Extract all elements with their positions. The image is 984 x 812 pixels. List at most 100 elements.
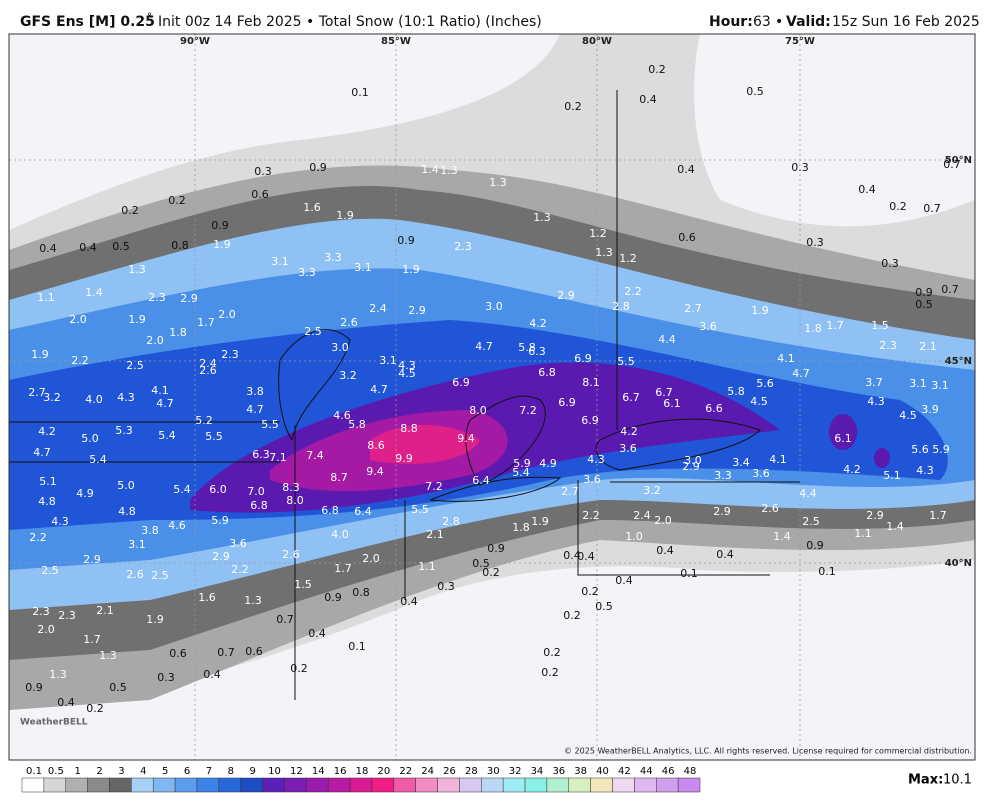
snow-total-label: 3.2 [43, 391, 61, 404]
snow-total-label: 4.8 [38, 495, 56, 508]
snow-total-label: 0.1 [348, 640, 366, 653]
colorbar-swatch [459, 777, 482, 793]
colorbar-label: 12 [290, 766, 303, 777]
snow-total-label: 3.9 [921, 403, 939, 416]
snow-total-label: 0.4 [716, 548, 734, 561]
colorbar-swatch [546, 777, 570, 793]
snow-total-label: 2.3 [221, 348, 239, 361]
snow-total-label: 0.2 [121, 204, 139, 217]
snow-total-label: 4.9 [76, 487, 94, 500]
colorbar-label: 40 [596, 766, 609, 777]
separator: • [775, 14, 783, 30]
snow-total-label: 6.9 [558, 396, 576, 409]
colorbar-swatch [306, 777, 329, 793]
colorbar-swatch [152, 777, 176, 793]
colorbar-label: 36 [552, 766, 565, 777]
snow-total-label: 4.4 [658, 333, 676, 346]
snow-total-label: 4.1 [769, 453, 787, 466]
snow-total-label: 4.6 [168, 519, 186, 532]
snow-total-label: 4.1 [777, 352, 795, 365]
snow-total-label: 2.3 [32, 605, 50, 618]
snow-total-label: 2.2 [71, 354, 89, 367]
logo: WeatherBELL [20, 718, 88, 728]
snow-total-label: 3.1 [354, 261, 372, 274]
snow-total-label: 1.3 [49, 668, 67, 681]
copyright: © 2025 WeatherBELL Analytics, LLC. All r… [564, 747, 972, 756]
snow-total-label: 2.5 [41, 564, 59, 577]
snow-total-label: 9.4 [457, 432, 475, 445]
snow-total-label: 2.3 [454, 240, 472, 253]
snow-total-label: 1.4 [773, 530, 791, 543]
colorbar-label: 8 [228, 766, 234, 777]
colorbar-swatch [590, 777, 613, 793]
snow-total-label: 3.0 [485, 300, 503, 313]
snow-total-label: 0.5 [595, 600, 613, 613]
snow-total-label: 1.7 [334, 562, 352, 575]
snow-total-label: 3.3 [298, 266, 316, 279]
snow-total-label: 1.4 [421, 163, 439, 176]
snow-total-label: 0.5 [112, 240, 130, 253]
snow-total-label: 1.2 [589, 227, 607, 240]
colorbar-swatch [131, 777, 154, 793]
snow-total-label: 6.7 [622, 391, 640, 404]
snow-total-label: 5.5 [261, 418, 279, 431]
snow-total-label: 0.9 [915, 286, 933, 299]
snow-total-label: 5.5 [205, 430, 223, 443]
snow-total-label: 1.1 [37, 291, 55, 304]
snow-total-label: 2.9 [557, 289, 575, 302]
model-name: GFS Ens [M] 0.25 [20, 14, 155, 30]
snow-total-label: 4.3 [867, 395, 885, 408]
snow-total-label: 3.6 [752, 467, 770, 480]
snow-total-label: 0.2 [889, 200, 907, 213]
snow-total-label: 0.7 [943, 158, 961, 171]
colorbar-swatch [43, 777, 66, 793]
graticule [9, 34, 975, 760]
snow-total-label: 0.4 [563, 549, 581, 562]
snow-total-label: 0.2 [563, 609, 581, 622]
snow-total-label: 1.8 [169, 326, 187, 339]
snow-total-label: 4.9 [539, 457, 557, 470]
colorbar-swatch [524, 777, 548, 793]
snow-total-label: 1.3 [244, 594, 262, 607]
snow-band [9, 560, 975, 760]
colorbar-swatch [174, 777, 198, 793]
snow-total-label: 2.9 [866, 509, 884, 522]
colorbar-swatch [349, 777, 373, 793]
snow-total-label: 6.8 [321, 504, 339, 517]
snow-total-label: 3.1 [931, 379, 949, 392]
colorbar-swatch [65, 777, 88, 793]
snow-total-label: 0.7 [923, 202, 941, 215]
snow-total-label: 0.5 [109, 681, 127, 694]
snow-band [874, 448, 890, 468]
longitude-label: 75°W [785, 36, 815, 47]
colorbar-label: 0.5 [48, 766, 64, 777]
snow-total-label: 5.1 [883, 469, 901, 482]
snow-total-label: 3.6 [229, 537, 247, 550]
snow-total-label: 0.3 [881, 257, 899, 270]
colorbar-swatch [568, 777, 591, 793]
snow-total-label: 9.9 [395, 452, 413, 465]
snow-total-label: 1.3 [440, 164, 458, 177]
snow-total-label: 1.9 [128, 313, 146, 326]
snow-total-label: 5.0 [117, 479, 135, 492]
snow-total-label: 0.3 [437, 580, 455, 593]
snow-total-label: 3.0 [684, 454, 702, 467]
longitude-label: 85°W [381, 36, 411, 47]
snow-total-label: 5.2 [195, 414, 213, 427]
snow-total-label: 4.2 [38, 425, 56, 438]
snow-total-label: 1.7 [826, 319, 844, 332]
snow-total-label: 2.0 [654, 514, 672, 527]
snow-total-label: 0.2 [86, 702, 104, 715]
colorbar-label: 10 [268, 766, 281, 777]
snow-total-label: 1.8 [512, 521, 530, 534]
colorbar-swatch [634, 777, 657, 793]
snow-total-label: 3.3 [324, 251, 342, 264]
snow-total-label: 6.9 [581, 414, 599, 427]
snow-total-label: 2.6 [282, 548, 300, 561]
latitude-label: 40°N [945, 558, 972, 569]
snow-total-label: 2.5 [802, 515, 820, 528]
snow-total-label: 0.4 [858, 183, 876, 196]
snow-total-label: 0.4 [400, 595, 418, 608]
snow-total-label: 2.1 [426, 528, 444, 541]
